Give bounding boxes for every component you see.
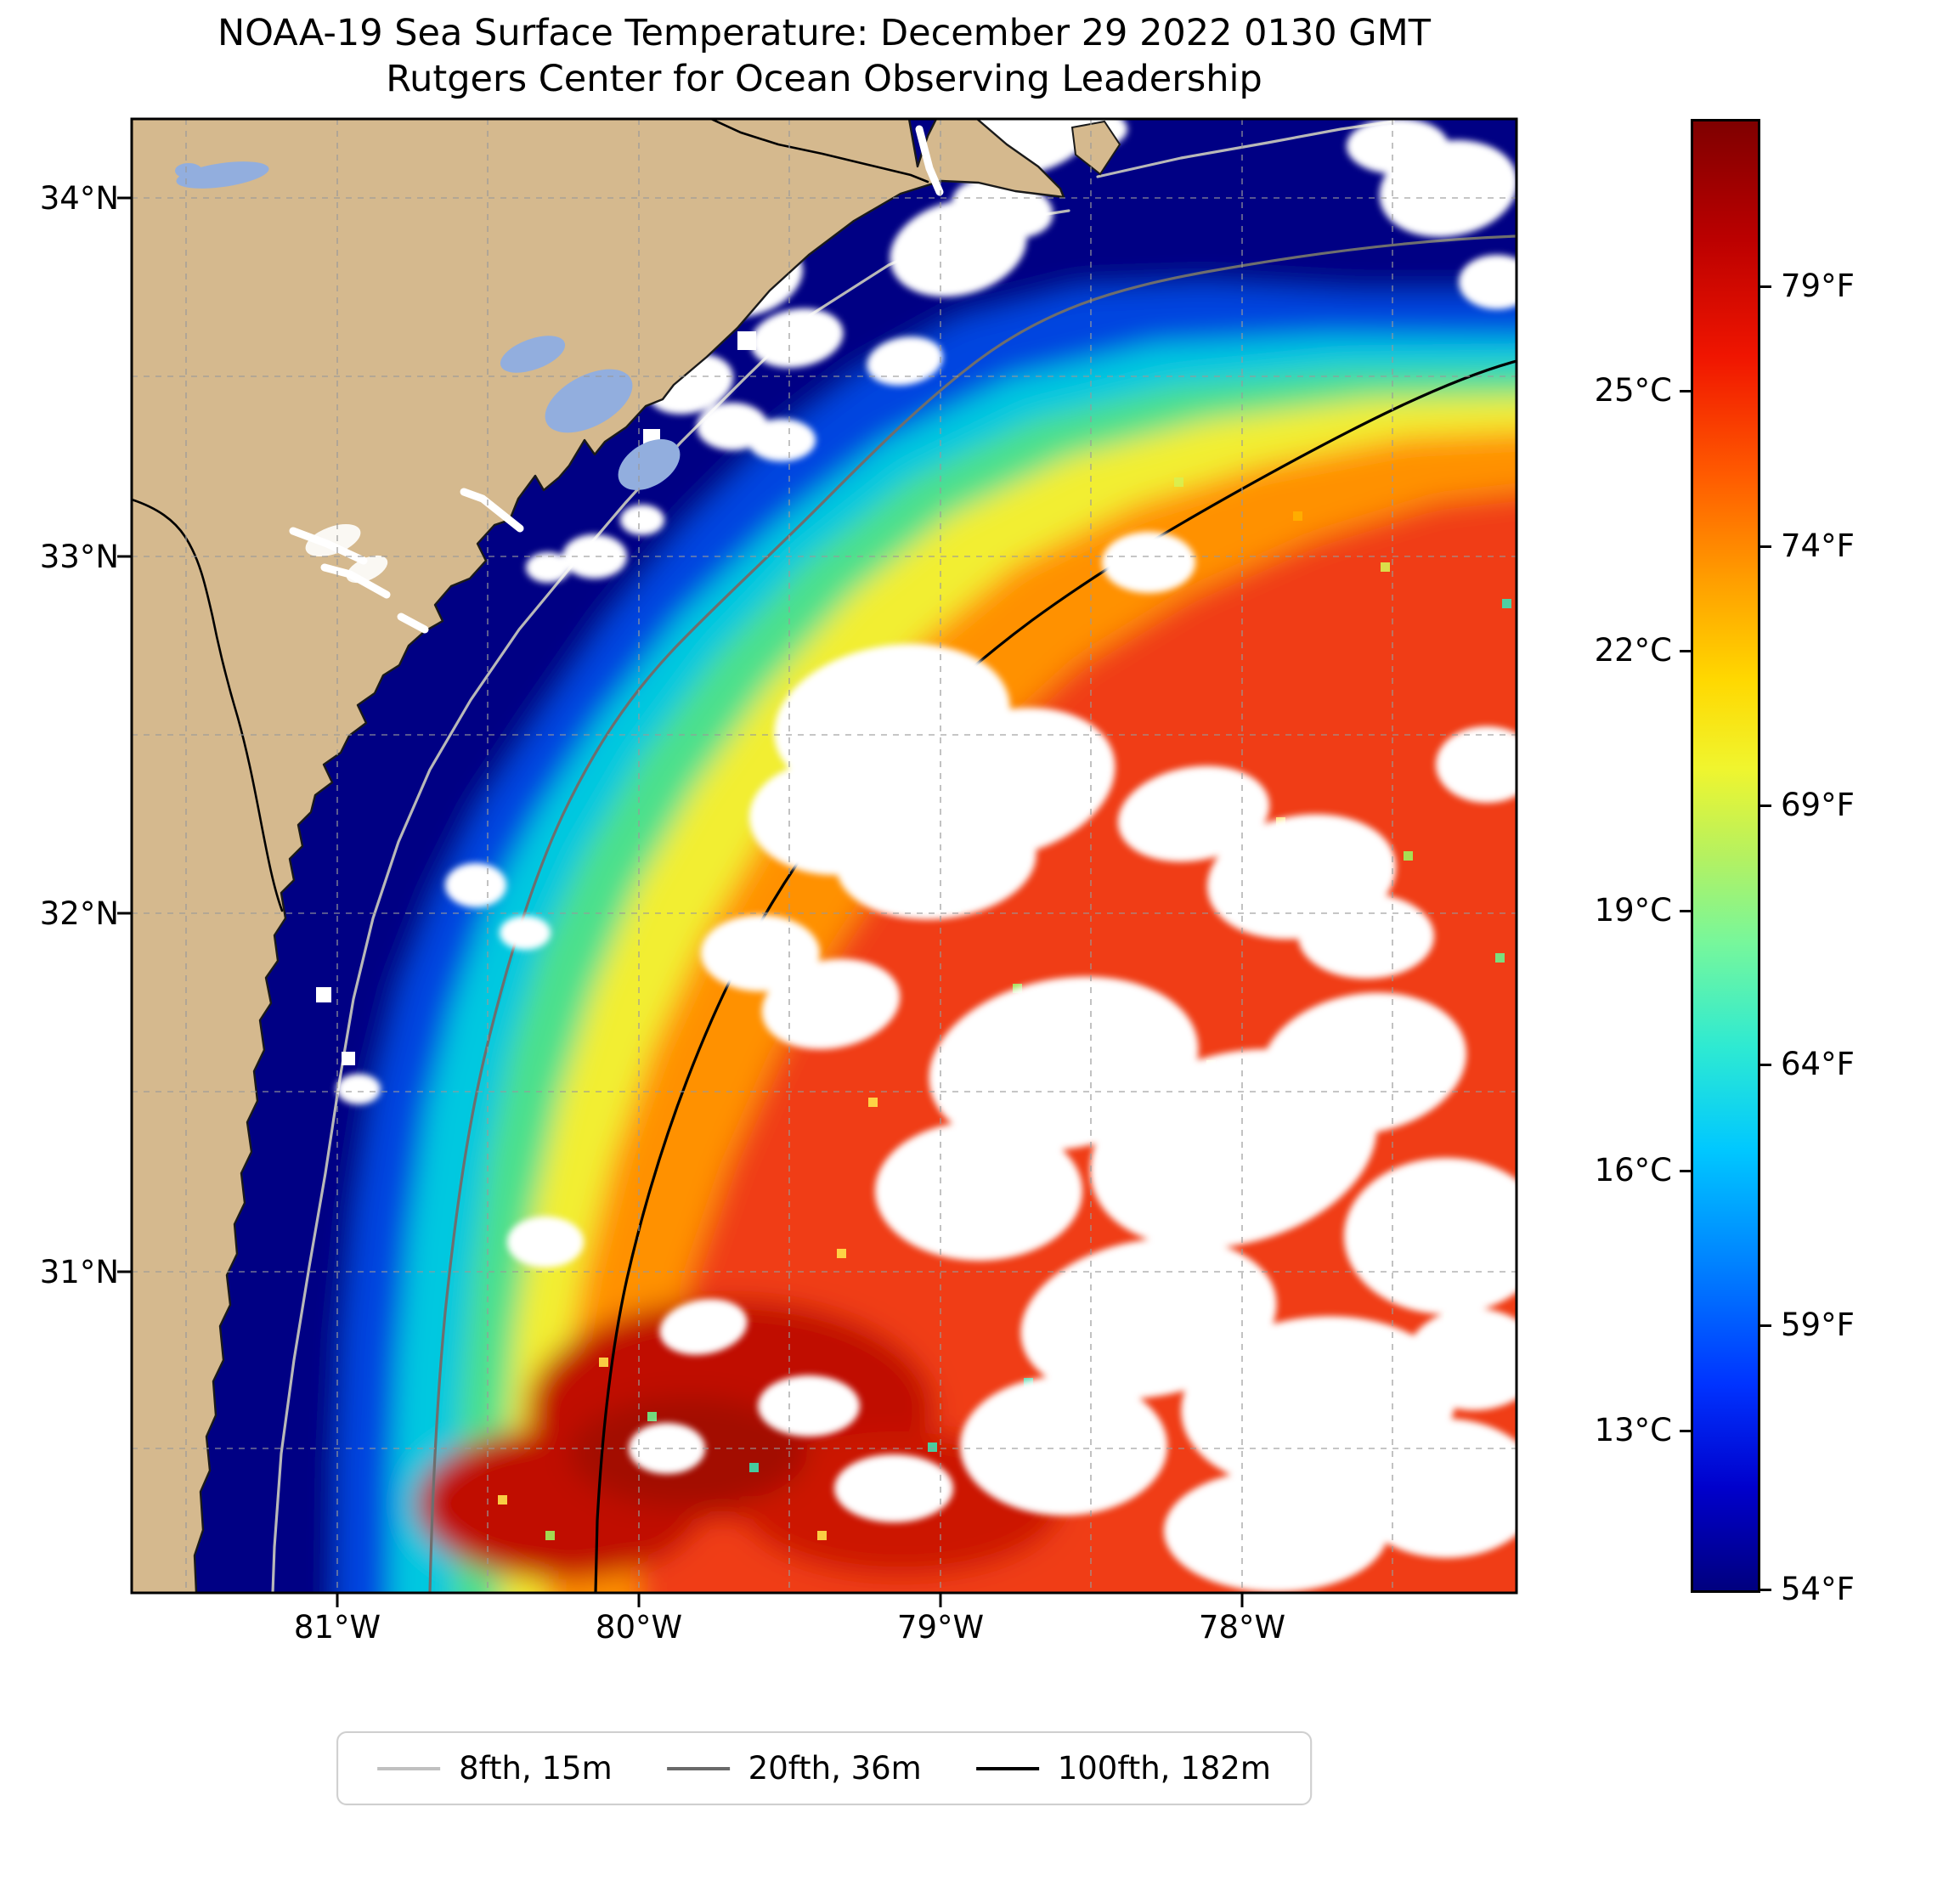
legend-line-182m: [975, 1766, 1039, 1770]
legend-label-36m: 20fth, 36m: [748, 1750, 922, 1787]
colorbar-label-54f: 54°F: [1781, 1571, 1855, 1607]
contour-36m: [428, 234, 1517, 1593]
legend-line-36m: [666, 1766, 730, 1770]
title-line-2: Rutgers Center for Ocean Observing Leade…: [386, 58, 1262, 100]
lon-tick-78w: 78°W: [1198, 1609, 1286, 1646]
legend-line-15m: [377, 1766, 441, 1770]
colorbar-tick: [1680, 1430, 1691, 1432]
legend-label-182m: 100fth, 182m: [1057, 1750, 1271, 1787]
colorbar-tick: [1760, 545, 1771, 548]
colorbar-label-79f: 79°F: [1781, 268, 1855, 304]
plot-frame: [117, 117, 1518, 1607]
lat-tick-34n: 34°N: [39, 180, 119, 217]
legend-item-182m: 100fth, 182m: [975, 1750, 1271, 1787]
colorbar-tick: [1760, 1589, 1771, 1591]
colorbar-tick: [1760, 1324, 1771, 1327]
lat-tick-33n: 33°N: [39, 539, 119, 575]
lakes: [175, 161, 681, 490]
contour-legend: 8fth, 15m 20fth, 36m 100fth, 182m: [336, 1731, 1312, 1805]
lon-tick-80w: 80°W: [595, 1609, 683, 1646]
colorbar-label-64f: 64°F: [1781, 1046, 1855, 1082]
legend-item-15m: 8fth, 15m: [377, 1750, 613, 1787]
colorbar-label-69f: 69°F: [1781, 787, 1855, 823]
colorbar-tick: [1760, 1064, 1771, 1066]
legend-label-15m: 8fth, 15m: [459, 1750, 613, 1787]
colorbar-label-22c: 22°C: [1594, 632, 1672, 669]
lon-tick-81w: 81°W: [293, 1609, 381, 1646]
figure-title: NOAA-19 Sea Surface Temperature: Decembe…: [132, 10, 1517, 102]
colorbar-label-16c: 16°C: [1594, 1152, 1672, 1188]
colorbar-tick: [1680, 390, 1691, 392]
legend-item-36m: 20fth, 36m: [666, 1750, 922, 1787]
cloud-mask: [336, 119, 1517, 1592]
colorbar-label-19c: 19°C: [1594, 892, 1672, 929]
colorbar-label-13c: 13°C: [1594, 1412, 1672, 1448]
colorbar-label-59f: 59°F: [1781, 1307, 1855, 1343]
lon-tick-79w: 79°W: [896, 1609, 985, 1646]
colorbar-tick: [1760, 805, 1771, 807]
estuary-flats: [305, 523, 388, 584]
lat-tick-31n: 31°N: [39, 1254, 119, 1290]
land: [132, 119, 1121, 1593]
colorbar-tick: [1760, 285, 1771, 288]
colorbar-label-25c: 25°C: [1594, 372, 1672, 409]
land-boundary-lines: [132, 119, 929, 912]
colorbar-label-74f: 74°F: [1781, 528, 1855, 564]
colorbar-tick: [1680, 910, 1691, 912]
title-line-1: NOAA-19 Sea Surface Temperature: Decembe…: [217, 12, 1431, 54]
colorbar-tick: [1680, 650, 1691, 652]
graticule-grid: [132, 119, 1517, 1593]
state-border-line: [709, 119, 929, 183]
lat-tick-32n: 32°N: [39, 895, 119, 932]
river-line: [132, 498, 284, 912]
contour-15m-north: [1096, 120, 1395, 178]
colorbar-tick: [1680, 1170, 1691, 1172]
sst-map: [117, 117, 1518, 1607]
colorbar: [1691, 119, 1760, 1593]
island: [1070, 120, 1121, 176]
